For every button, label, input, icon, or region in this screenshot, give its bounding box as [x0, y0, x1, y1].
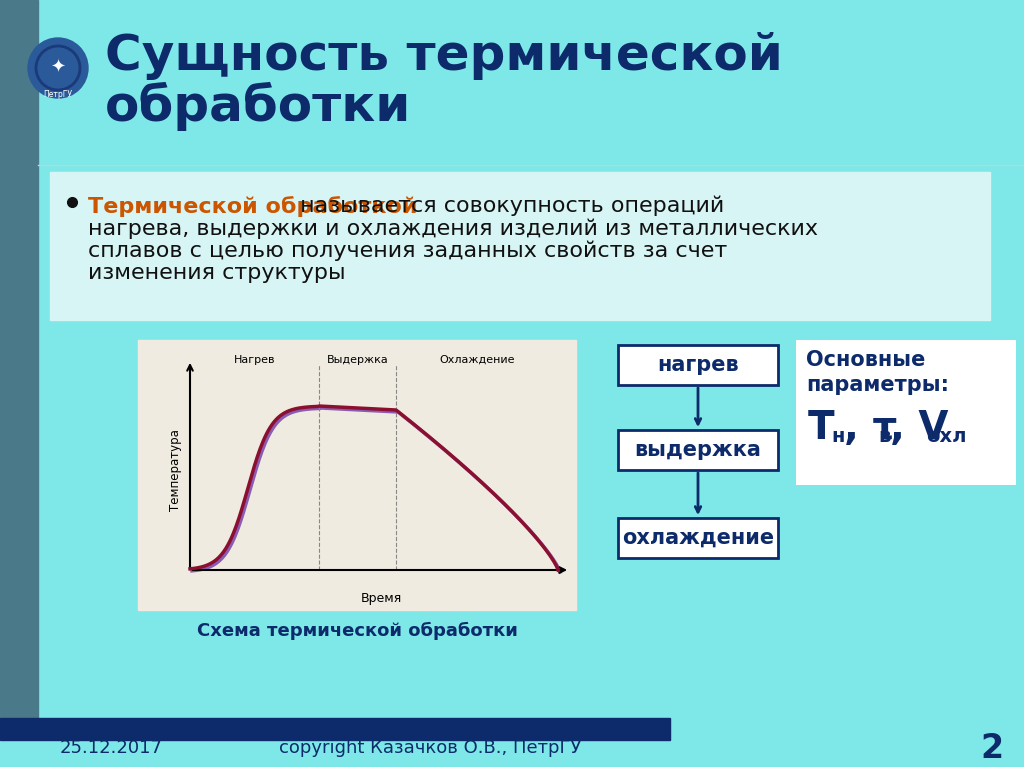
- Text: н: н: [831, 427, 845, 446]
- Text: Сущность термической: Сущность термической: [105, 32, 783, 80]
- Bar: [50, 172, 990, 320]
- Text: , τ: , τ: [844, 409, 897, 447]
- Text: Выдержка: Выдержка: [327, 355, 388, 365]
- Text: Термической обработкой: Термической обработкой: [88, 196, 418, 217]
- Text: в: в: [878, 427, 891, 446]
- Text: ✦: ✦: [50, 59, 66, 77]
- Text: охлаждение: охлаждение: [622, 528, 774, 548]
- Text: , V: , V: [890, 409, 948, 447]
- Text: изменения структуры: изменения структуры: [88, 263, 346, 283]
- Text: сплавов с целью получения заданных свойств за счет: сплавов с целью получения заданных свойс…: [88, 241, 727, 262]
- Bar: [618, 518, 778, 558]
- Bar: [138, 340, 575, 610]
- Text: Охлаждение: Охлаждение: [439, 355, 515, 365]
- Text: нагрева, выдержки и охлаждения изделий из металлических: нагрева, выдержки и охлаждения изделий и…: [88, 219, 818, 239]
- Bar: [618, 345, 778, 385]
- Bar: [0, 0, 38, 720]
- Text: охл: охл: [926, 427, 967, 446]
- Text: Схема термической обработки: Схема термической обработки: [197, 622, 517, 640]
- Bar: [618, 430, 778, 470]
- Text: Основные
параметры:: Основные параметры:: [806, 350, 949, 395]
- Text: Температура: Температура: [169, 429, 181, 511]
- Bar: [796, 340, 1016, 485]
- Text: 2: 2: [980, 732, 1004, 765]
- Text: T: T: [808, 409, 835, 447]
- Text: Нагрев: Нагрев: [233, 355, 275, 365]
- Text: выдержка: выдержка: [635, 440, 762, 460]
- Text: copyright Казачков О.В., ПетрГУ: copyright Казачков О.В., ПетрГУ: [279, 739, 582, 757]
- Text: нагрев: нагрев: [657, 355, 738, 375]
- Text: Время: Время: [360, 592, 402, 605]
- Bar: [0, 718, 670, 740]
- Text: 25.12.2017: 25.12.2017: [60, 739, 163, 757]
- Text: называется совокупность операций: называется совокупность операций: [293, 196, 724, 216]
- Text: ПетрГУ: ПетрГУ: [43, 90, 73, 99]
- Text: обработки: обработки: [105, 82, 412, 131]
- Circle shape: [28, 38, 88, 98]
